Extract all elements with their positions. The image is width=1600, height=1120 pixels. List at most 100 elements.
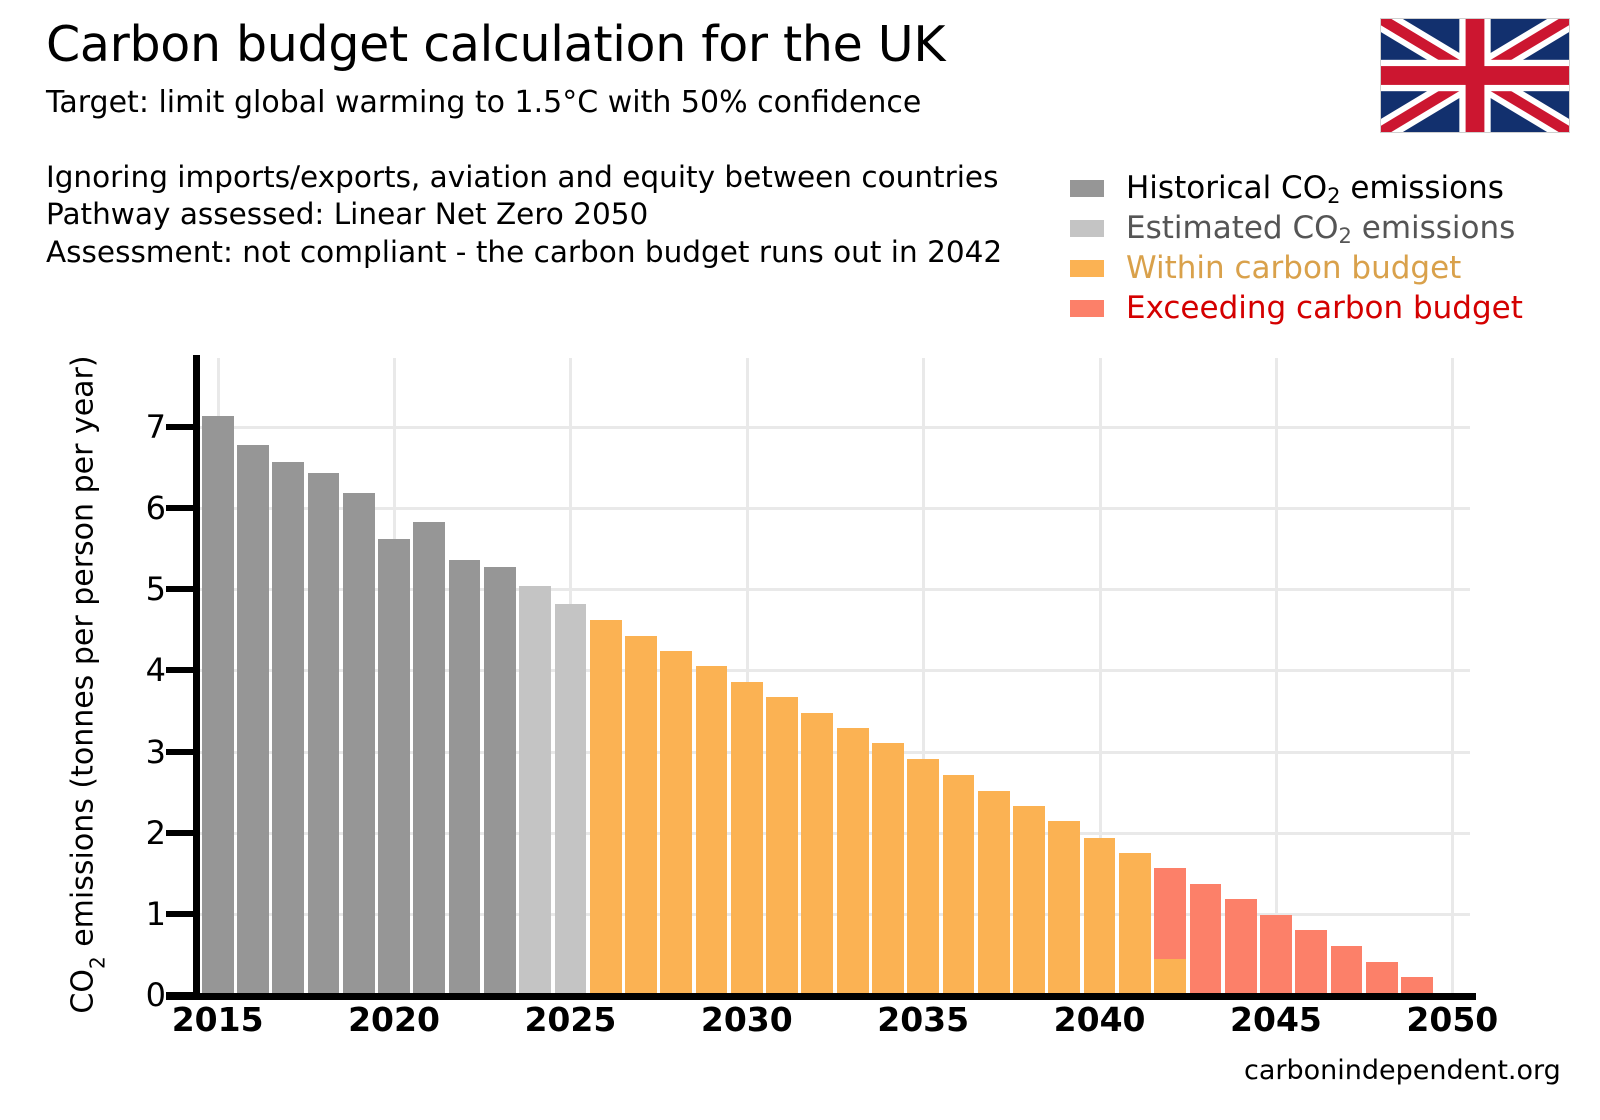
legend-label: Estimated CO2 emissions <box>1126 209 1516 248</box>
y-axis-tick <box>166 829 194 836</box>
legend-label: Exceeding carbon budget <box>1126 289 1523 326</box>
bar-segment-within-budget <box>907 758 940 995</box>
legend-exceeding[interactable]: Exceeding carbon budget <box>1070 288 1590 328</box>
chart-bar[interactable] <box>1401 358 1433 995</box>
bar-segment-exceeding-budget <box>1154 868 1186 960</box>
chart-bar[interactable] <box>695 358 728 995</box>
note-line-1: Ignoring imports/exports, aviation and e… <box>46 159 999 194</box>
legend-historical[interactable]: Historical CO2 emissions <box>1070 168 1590 208</box>
bar-segment-historical <box>413 521 446 995</box>
bar-segment-exceeding-budget <box>1295 930 1328 995</box>
y-axis-tick-label: 7 <box>145 407 166 446</box>
chart-bar[interactable] <box>1365 358 1398 995</box>
legend-within[interactable]: Within carbon budget <box>1070 248 1590 288</box>
bar-segment-within-budget <box>872 743 904 995</box>
x-axis-tick-label: 2015 <box>171 1000 264 1039</box>
y-axis-tick <box>166 992 194 998</box>
bar-segment-within-budget <box>1118 853 1151 995</box>
bar-segment-historical <box>307 473 340 995</box>
x-axis-tick-label: 2040 <box>1053 1000 1146 1039</box>
chart-bar[interactable] <box>836 358 869 995</box>
chart-bar[interactable] <box>1013 358 1045 995</box>
bar-segment-exceeding-budget <box>1401 977 1433 995</box>
bar-segment-exceeding-budget <box>1330 946 1363 995</box>
chart-bar[interactable] <box>625 358 657 995</box>
bar-segment-exceeding-budget <box>1260 914 1292 995</box>
x-axis-tick-label: 2020 <box>348 1000 440 1039</box>
bar-segment-historical <box>342 492 375 995</box>
bar-segment-within-budget <box>625 635 657 995</box>
chart-bar[interactable] <box>237 358 269 995</box>
chart-bar[interactable] <box>1048 358 1081 995</box>
chart-bar[interactable] <box>872 358 904 995</box>
chart-subtitle: Target: limit global warming to 1.5°C wi… <box>46 84 922 120</box>
chart-bar[interactable] <box>1189 358 1222 995</box>
gridline-horizontal <box>200 588 1470 592</box>
x-axis-line <box>166 993 1476 1000</box>
chart-bar[interactable] <box>378 358 410 995</box>
chart-legend: Historical CO2 emissions Estimated CO2 em… <box>1070 168 1590 328</box>
chart-bar[interactable] <box>977 358 1010 995</box>
chart-notes: Ignoring imports/exports, aviation and e… <box>46 159 1336 271</box>
y-axis-tick <box>166 423 194 430</box>
gridline-horizontal <box>200 507 1470 511</box>
bar-segment-within-budget <box>766 697 798 995</box>
chart-bar[interactable] <box>201 358 234 995</box>
note-line-2: Pathway assessed: Linear Net Zero 2050 <box>46 197 649 232</box>
chart-bar[interactable] <box>1224 358 1257 995</box>
gridline-horizontal <box>200 750 1470 754</box>
note-line-3: Assessment: not compliant - the carbon b… <box>46 234 1003 269</box>
gridline-vertical <box>922 358 926 995</box>
chart-bar[interactable] <box>272 358 305 995</box>
legend-swatch-icon <box>1070 179 1104 197</box>
gridline-horizontal <box>200 912 1470 916</box>
x-axis-tick-label: 2045 <box>1230 1000 1322 1039</box>
chart-bar[interactable] <box>1118 358 1151 995</box>
x-axis-tick-label: 2025 <box>524 1000 617 1039</box>
chart-bar[interactable] <box>519 358 551 995</box>
chart-bar[interactable] <box>907 358 940 995</box>
bar-segment-exceeding-budget <box>1365 961 1398 995</box>
source-credit: carbonindependent.org <box>1244 1055 1561 1086</box>
chart-bar[interactable] <box>342 358 375 995</box>
chart-bar[interactable] <box>766 358 798 995</box>
x-axis-tick-label: 2030 <box>700 1000 793 1039</box>
gridline-horizontal <box>200 425 1470 429</box>
y-axis-tick <box>166 748 194 755</box>
chart-bar[interactable] <box>1436 358 1469 995</box>
chart-bar[interactable] <box>942 358 975 995</box>
y-axis-tick-label: 3 <box>145 732 166 771</box>
legend-estimated[interactable]: Estimated CO2 emissions <box>1070 208 1590 248</box>
chart-bar[interactable] <box>1154 358 1186 995</box>
chart-bar[interactable] <box>1083 358 1116 995</box>
bar-segment-within-budget <box>942 775 975 995</box>
chart-bar[interactable] <box>307 358 340 995</box>
gridline-vertical <box>1451 358 1455 995</box>
chart-bar[interactable] <box>1330 358 1363 995</box>
bar-segment-within-budget <box>730 681 763 995</box>
bar-segment-within-budget <box>1083 837 1116 995</box>
chart-bar[interactable] <box>554 358 587 995</box>
bar-segment-historical <box>272 461 305 995</box>
chart-bar[interactable] <box>660 358 693 995</box>
bar-segment-historical <box>378 538 410 995</box>
bar-segment-historical <box>448 560 481 995</box>
uk-flag-icon <box>1380 18 1570 133</box>
chart-bar[interactable] <box>1260 358 1292 995</box>
bar-segment-within-budget <box>1154 959 1186 995</box>
chart-bar[interactable] <box>483 358 516 995</box>
bar-segment-estimated <box>519 586 551 995</box>
chart-bar[interactable] <box>448 358 481 995</box>
y-axis-tick <box>166 667 194 674</box>
y-axis-tick-label: 1 <box>145 894 166 933</box>
bar-segment-within-budget <box>1048 821 1081 995</box>
chart-bar[interactable] <box>801 358 834 995</box>
chart-bar[interactable] <box>1295 358 1328 995</box>
chart-bar[interactable] <box>589 358 622 995</box>
chart-bar[interactable] <box>413 358 446 995</box>
bar-segment-within-budget <box>836 728 869 995</box>
chart-bar[interactable] <box>730 358 763 995</box>
legend-label: Historical CO2 emissions <box>1126 169 1504 208</box>
y-axis-label: CO2 emissions (tonnes per person per yea… <box>65 355 110 1014</box>
